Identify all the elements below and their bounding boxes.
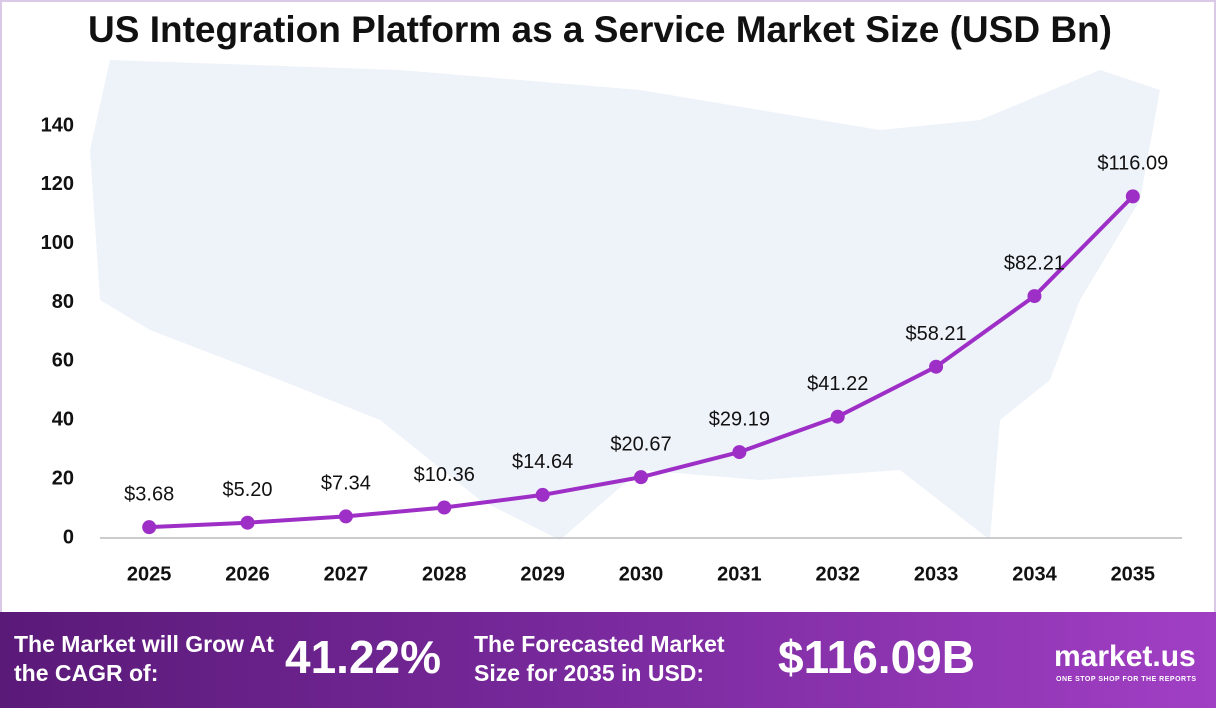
x-tick-label: 2032: [815, 563, 860, 585]
value-label: $14.64: [512, 451, 573, 473]
chart: US Integration Platform as a Service Mar…: [0, 0, 1216, 612]
x-tick-label: 2026: [225, 563, 270, 585]
x-tick-label: 2030: [619, 563, 664, 585]
footer: The Market will Grow At the CAGR of: 41.…: [0, 612, 1216, 708]
point: [240, 515, 255, 530]
x-tick-label: 2034: [1012, 563, 1057, 585]
map-background: [90, 60, 1160, 540]
value-label: $82.21: [1004, 252, 1065, 274]
frame: [0, 0, 1216, 612]
value-label: $10.36: [414, 464, 475, 486]
x-tick-label: 2025: [127, 563, 172, 585]
brand: market.us: [1054, 640, 1196, 673]
y-tick-label: 0: [63, 526, 74, 548]
y-tick-label: 120: [41, 173, 74, 195]
x-tick-label: 2031: [717, 563, 762, 585]
point: [1125, 189, 1140, 204]
chart-title: US Integration Platform as a Service Mar…: [88, 9, 1112, 50]
y-tick-label: 80: [52, 291, 74, 313]
y-tick-label: 100: [41, 232, 74, 254]
point: [535, 487, 550, 502]
value-label: $5.20: [223, 479, 273, 501]
y-tick-label: 40: [52, 409, 74, 431]
cagr-text: The Market will Grow At the CAGR of:: [14, 631, 274, 686]
point: [929, 359, 944, 374]
value-label: $58.21: [906, 323, 967, 345]
x-tick-label: 2029: [520, 563, 565, 585]
tagline: ONE STOP SHOP FOR THE REPORTS: [1056, 676, 1197, 683]
value-label: $116.09: [1097, 153, 1168, 175]
point: [338, 509, 353, 524]
value-label: $7.34: [321, 473, 371, 495]
value-label: $41.22: [807, 373, 868, 395]
forecast-text: The Forecasted Market Size for 2035 in U…: [474, 631, 725, 686]
value-label: $29.19: [709, 408, 770, 430]
point: [830, 409, 845, 424]
x-tick-label: 2027: [324, 563, 369, 585]
x-tick-label: 2033: [914, 563, 959, 585]
y-tick-label: 140: [41, 114, 74, 136]
x-tick-label: 2035: [1111, 563, 1156, 585]
point: [142, 520, 157, 535]
cagr-value: 41.22%: [285, 631, 442, 683]
point: [732, 445, 747, 460]
x-tick-label: 2028: [422, 563, 467, 585]
point: [437, 500, 452, 515]
y-tick-label: 60: [52, 350, 74, 372]
forecast-value: $116.09B: [778, 631, 975, 683]
point: [634, 470, 648, 485]
y-tick-label: 20: [52, 467, 74, 489]
value-label: $20.67: [610, 433, 671, 455]
value-label: $3.68: [124, 483, 174, 505]
point: [1027, 289, 1042, 304]
